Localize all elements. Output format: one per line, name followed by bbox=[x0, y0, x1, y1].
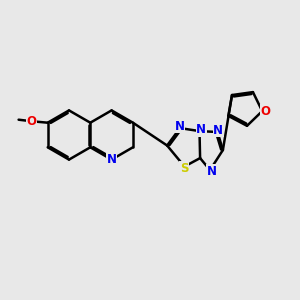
Text: N: N bbox=[174, 120, 184, 133]
Text: S: S bbox=[180, 162, 188, 175]
Text: N: N bbox=[106, 153, 117, 166]
Text: N: N bbox=[206, 165, 217, 178]
Text: O: O bbox=[261, 105, 271, 118]
Text: N: N bbox=[213, 124, 223, 137]
Text: N: N bbox=[196, 123, 206, 136]
Text: O: O bbox=[26, 115, 36, 128]
